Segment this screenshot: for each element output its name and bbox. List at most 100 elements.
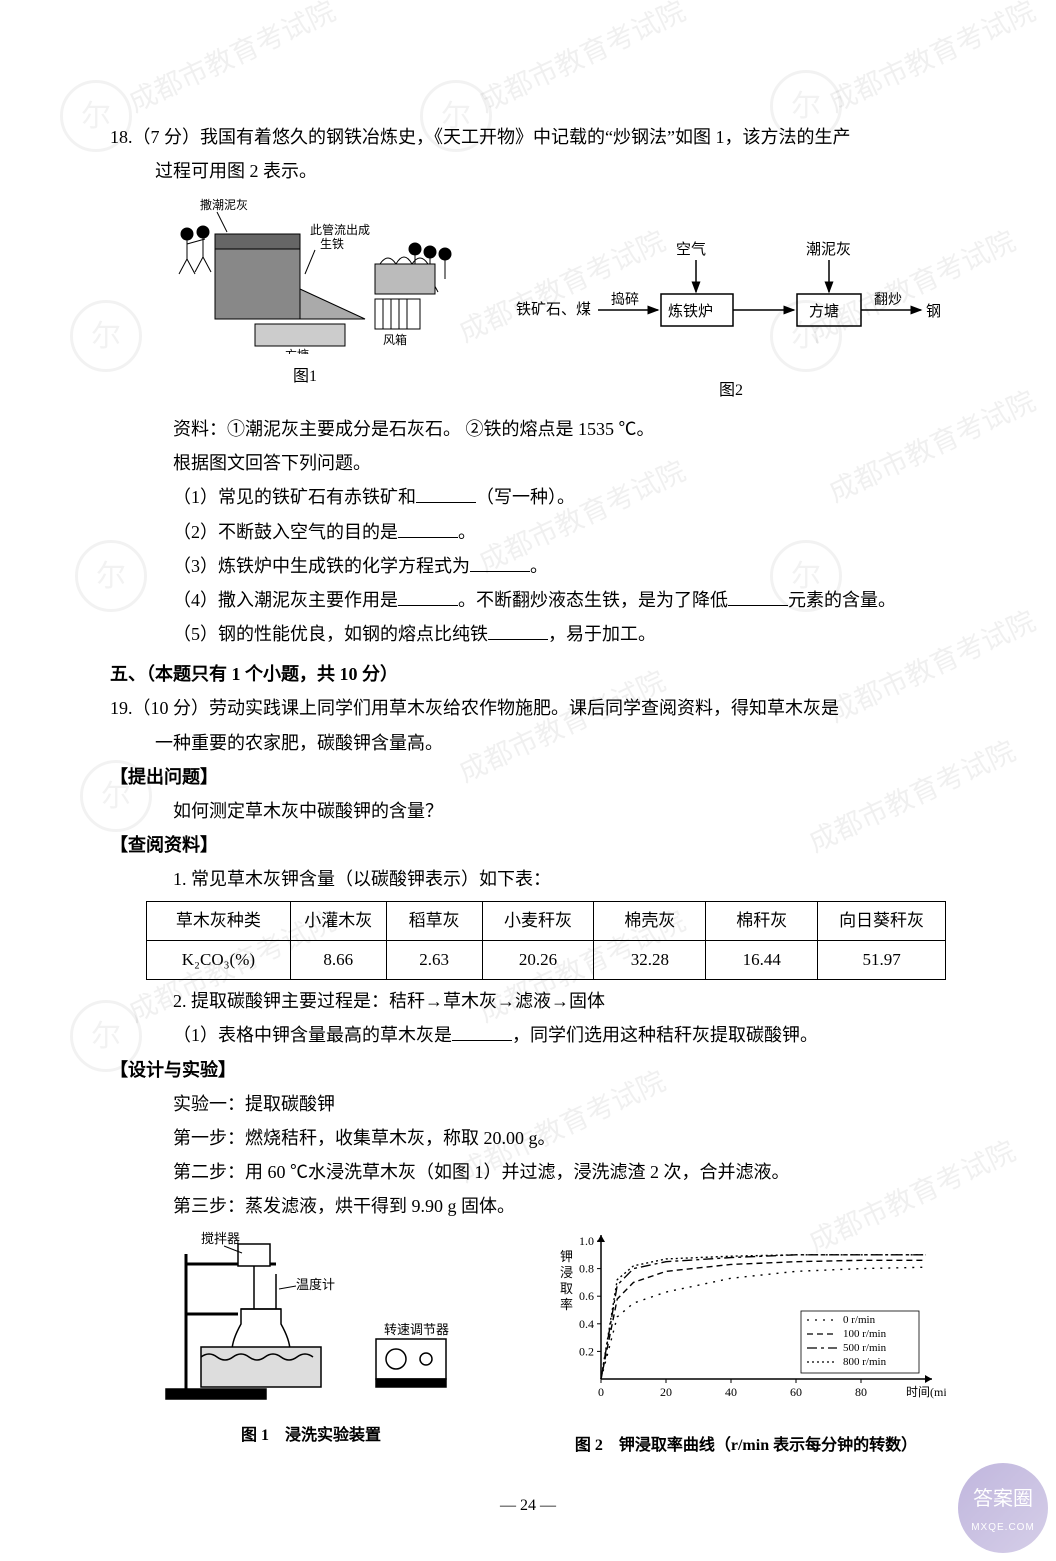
q19-stem: 19.（10 分）劳动实践课上同学们用草木灰给农作物施肥。课后同学查阅资料，得知… bbox=[110, 691, 946, 725]
question-19: 19.（10 分）劳动实践课上同学们用草木灰给农作物施肥。课后同学查阅资料，得知… bbox=[110, 691, 946, 1461]
blank[interactable] bbox=[470, 552, 530, 572]
q18-text-b: 过程可用图 2 表示。 bbox=[110, 154, 946, 188]
svg-text:1.0: 1.0 bbox=[579, 1234, 594, 1248]
q18-sub2: （2）不断鼓入空气的目的是。 bbox=[110, 515, 946, 549]
svg-text:取: 取 bbox=[560, 1281, 573, 1296]
watermark-text: 成都市教育考试院 bbox=[119, 0, 345, 128]
q18-sub5: （5）钢的性能优良，如钢的熔点比纯铁，易于加工。 bbox=[110, 617, 946, 651]
q18-fig1-label-a: 撒潮泥灰 bbox=[200, 197, 248, 212]
fig2-in: 铁矿石、煤 bbox=[516, 301, 591, 318]
q18-sub1: （1）常见的铁矿石有赤铁矿和（写一种）。 bbox=[110, 480, 946, 514]
q19-step3: 第三步：蒸发滤液，烘干得到 9.90 g 固体。 bbox=[110, 1189, 946, 1223]
fig2-arrow3: 翻炒 bbox=[874, 292, 902, 308]
q18-stem: 18.（7 分）我国有着悠久的钢铁冶炼史，《天工开物》中记载的“炒钢法”如图 1… bbox=[110, 120, 946, 154]
table-header: 草木灰种类 bbox=[147, 901, 291, 940]
blank[interactable] bbox=[416, 484, 476, 504]
q18-sub3: （3）炼铁炉中生成铁的化学方程式为。 bbox=[110, 549, 946, 583]
q18-ziliao: 资料：①潮泥灰主要成分是石灰石。 ②铁的熔点是 1535 ℃。 bbox=[110, 412, 946, 446]
table-header: 棉壳灰 bbox=[594, 901, 706, 940]
blank[interactable] bbox=[398, 586, 458, 606]
q19-step2: 第二步：用 60 ℃水浸洗草木灰（如图 1）并过滤，浸洗滤渣 2 次，合并滤液。 bbox=[110, 1155, 946, 1189]
q18-points: （7 分） bbox=[133, 127, 201, 147]
svg-text:0.6: 0.6 bbox=[579, 1290, 594, 1304]
q19-fig1: 搅拌器 温度计 转速调节器 图 1 浸洗实验装置 bbox=[146, 1229, 476, 1451]
fig2-out: 钢 bbox=[926, 303, 941, 320]
section-5-head: 五、（本题只有 1 个小题，共 10 分） bbox=[110, 657, 946, 691]
svg-text:60: 60 bbox=[790, 1385, 802, 1399]
q19-fig1-caption: 图 1 浸洗实验装置 bbox=[146, 1421, 476, 1451]
q19-chart-svg: 0.2 0.4 0.6 0.8 1.0 0 20 40 60 80 钾浸取率时间(min) 0 r/m… bbox=[546, 1229, 946, 1419]
table-cell: 16.44 bbox=[706, 940, 818, 979]
svg-text:20: 20 bbox=[660, 1385, 672, 1399]
table-header: 小灌木灰 bbox=[290, 901, 386, 940]
page-number: — 24 — bbox=[110, 1491, 946, 1521]
svg-text:0.8: 0.8 bbox=[579, 1262, 594, 1276]
q19-h2: 【查阅资料】 bbox=[110, 828, 946, 862]
svg-text:40: 40 bbox=[725, 1385, 737, 1399]
q18-text-a: 我国有着悠久的钢铁冶炼史，《天工开物》中记载的“炒钢法”如图 1，该方法的生产 bbox=[200, 127, 850, 147]
svg-text:浸: 浸 bbox=[560, 1265, 573, 1280]
table-cell: 32.28 bbox=[594, 940, 706, 979]
q19-h1: 【提出问题】 bbox=[110, 760, 946, 794]
q18-ziliao-1: ①潮泥灰主要成分是石灰石。 bbox=[227, 419, 461, 439]
svg-text:时间(min): 时间(min) bbox=[906, 1385, 946, 1399]
svg-text:0 r/min: 0 r/min bbox=[843, 1314, 876, 1326]
q18-fig2-caption: 图2 bbox=[516, 376, 946, 406]
svg-text:80: 80 bbox=[855, 1385, 867, 1399]
q18-ziliao-2: ②铁的熔点是 1535 ℃。 bbox=[466, 419, 655, 439]
q18-figures: 撒潮泥灰 此管流出成 生铁 风箱 方塘 图1 铁矿石、煤 bbox=[155, 194, 946, 406]
q19-h2-1: 1. 常见草木灰钾含量（以碳酸钾表示）如下表： bbox=[110, 862, 946, 896]
blank[interactable] bbox=[488, 620, 548, 640]
q18-fig1-label-b: 此管流出成 bbox=[310, 222, 370, 237]
q18-sub4: （4）撒入潮泥灰主要作用是。不断翻炒液态生铁，是为了降低元素的含量。 bbox=[110, 583, 946, 617]
svg-text:生铁: 生铁 bbox=[320, 237, 344, 251]
table-header: 稻草灰 bbox=[386, 901, 482, 940]
svg-text:0.4: 0.4 bbox=[579, 1317, 594, 1331]
svg-text:0: 0 bbox=[598, 1385, 604, 1399]
q19-chart: 0.2 0.4 0.6 0.8 1.0 0 20 40 60 80 钾浸取率时间(min) 0 r/m… bbox=[546, 1229, 946, 1461]
q19-number: 19. bbox=[110, 698, 133, 718]
table-cell: 20.26 bbox=[482, 940, 594, 979]
q18-number: 18. bbox=[110, 127, 133, 147]
q19-h2-2: 2. 提取碳酸钾主要过程是：秸秆→草木灰→滤液→固体 bbox=[110, 984, 946, 1018]
watermark-text: 成都市教育考试院 bbox=[819, 0, 1045, 128]
q19-h2-q: （1）表格中钾含量最高的草木灰是，同学们选用这种秸秆灰提取碳酸钾。 bbox=[110, 1018, 946, 1052]
q18-fig1-caption: 图1 bbox=[155, 362, 455, 392]
blank[interactable] bbox=[398, 518, 458, 538]
answer-logo: 答案圈 MXQE.COM bbox=[958, 1463, 1048, 1553]
logo-sub: MXQE.COM bbox=[971, 1518, 1035, 1537]
q18-fig1-label-c: 风箱 bbox=[383, 332, 407, 347]
svg-text:率: 率 bbox=[560, 1297, 573, 1312]
fig-exp-label-b: 温度计 bbox=[296, 1277, 335, 1292]
table-cell: 8.66 bbox=[290, 940, 386, 979]
table-header: 小麦秆灰 bbox=[482, 901, 594, 940]
q18-fig1-svg: 撒潮泥灰 此管流出成 生铁 风箱 方塘 bbox=[155, 194, 455, 354]
fig2-arrow1: 捣碎 bbox=[611, 291, 639, 308]
question-18: 18.（7 分）我国有着悠久的钢铁冶炼史，《天工开物》中记载的“炒钢法”如图 1… bbox=[110, 120, 946, 651]
fig2-top1: 空气 bbox=[676, 241, 706, 258]
logo-main: 答案圈 bbox=[973, 1480, 1033, 1518]
blank[interactable] bbox=[452, 1022, 512, 1042]
fig2-top2: 潮泥灰 bbox=[806, 241, 851, 258]
q19-figures: 搅拌器 温度计 转速调节器 图 1 浸洗实验装置 0.2 0.4 0.6 0.8 1.0… bbox=[146, 1229, 946, 1461]
svg-text:800 r/min: 800 r/min bbox=[843, 1356, 887, 1368]
watermark-text: 成都市教育考试院 bbox=[469, 0, 695, 128]
svg-text:钾: 钾 bbox=[560, 1249, 573, 1264]
table-header: 向日葵秆灰 bbox=[818, 901, 946, 940]
q18-fig1: 撒潮泥灰 此管流出成 生铁 风箱 方塘 图1 bbox=[155, 194, 455, 392]
q19-exp1: 实验一：提取碳酸钾 bbox=[110, 1087, 946, 1121]
table-cell: 51.97 bbox=[818, 940, 946, 979]
fig2-box2: 方塘 bbox=[809, 303, 839, 320]
q18-fig1-label-d: 方塘 bbox=[285, 347, 309, 354]
q19-points: （10 分） bbox=[133, 698, 210, 718]
q19-h3: 【设计与实验】 bbox=[110, 1053, 946, 1087]
q18-fig2: 铁矿石、煤 捣碎 炼铁炉 空气 方塘 潮泥灰 翻炒 bbox=[516, 194, 946, 406]
fig2-box1: 炼铁炉 bbox=[668, 303, 713, 320]
q18-prompt: 根据图文回答下列问题。 bbox=[110, 446, 946, 480]
q19-text-b: 一种重要的农家肥，碳酸钾含量高。 bbox=[110, 726, 946, 760]
blank[interactable] bbox=[728, 586, 788, 606]
svg-text:0.2: 0.2 bbox=[579, 1345, 594, 1359]
q19-step1: 第一步：燃烧秸秆，收集草木灰，称取 20.00 g。 bbox=[110, 1121, 946, 1155]
svg-text:500 r/min: 500 r/min bbox=[843, 1342, 887, 1354]
q19-fig1-svg: 搅拌器 温度计 转速调节器 bbox=[146, 1229, 476, 1409]
